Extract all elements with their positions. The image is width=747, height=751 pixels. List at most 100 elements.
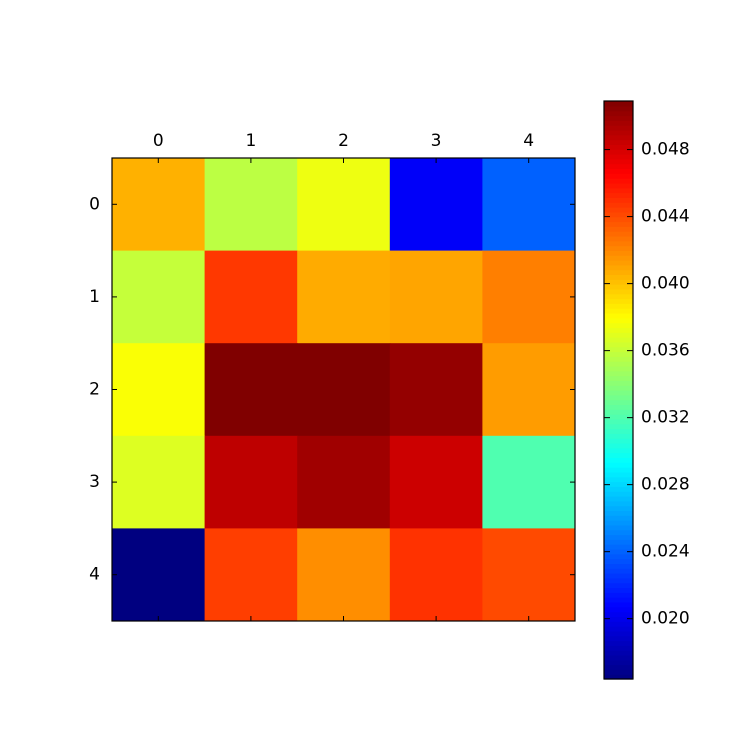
colorbar-segment [604, 423, 633, 430]
heatmap-cell [297, 343, 391, 437]
colorbar-segment [604, 592, 633, 598]
colorbar-segment [604, 202, 633, 208]
colorbar-segment [604, 245, 633, 251]
colorbar-segment [604, 341, 633, 348]
heatmap-cell [389, 343, 483, 437]
colorbar-segment [604, 529, 633, 536]
colorbar-segment [604, 221, 633, 227]
colorbar-segment [604, 582, 633, 589]
colorbar-segment [604, 351, 633, 357]
heatmap-cell [204, 343, 298, 437]
colorbar-segment [604, 462, 633, 468]
colorbar-segment [604, 626, 633, 632]
colorbar-segment [604, 158, 633, 165]
colorbar-segment [604, 669, 633, 675]
colorbar-segment [604, 399, 633, 406]
colorbar-segment [604, 226, 633, 232]
colorbar-segment [604, 346, 633, 353]
y-tick-label: 3 [89, 472, 100, 492]
colorbar-segment [604, 380, 633, 386]
colorbar-segment [604, 125, 633, 131]
colorbar-segment [604, 524, 633, 531]
colorbar-segment [604, 385, 633, 391]
colorbar-tick-label: 0.020 [641, 609, 690, 629]
colorbar-segment [604, 621, 633, 627]
colorbar-segment [604, 322, 633, 328]
colorbar-segment [604, 240, 633, 247]
colorbar-segment [604, 587, 633, 593]
y-tick-label: 2 [89, 380, 100, 400]
colorbar-segment [604, 520, 633, 526]
colorbar-segment [604, 216, 633, 223]
colorbar-segment [604, 616, 633, 622]
colorbar-segment [604, 664, 633, 670]
colorbar-segment [604, 235, 633, 242]
colorbar-segment [604, 134, 633, 141]
colorbar-segment [604, 337, 633, 343]
x-tick-label: 1 [245, 131, 256, 151]
y-tick-label: 0 [89, 194, 100, 214]
colorbar-segment [604, 505, 633, 512]
colorbar-segment [604, 548, 633, 555]
colorbar-segment [604, 308, 633, 314]
colorbar-segment [604, 153, 633, 160]
heatmap-cell [112, 343, 206, 437]
colorbar-segment [604, 476, 633, 483]
colorbar-segment [604, 288, 633, 295]
colorbar-segment [604, 279, 633, 285]
colorbar-segment [604, 611, 633, 617]
y-tick-label: 1 [89, 287, 100, 307]
colorbar-segment [604, 264, 633, 271]
colorbar-segment [604, 139, 633, 145]
colorbar-segment [604, 269, 633, 275]
heatmap-cell [204, 250, 298, 344]
heatmap-cell [112, 435, 206, 529]
colorbar-segment [604, 606, 633, 613]
colorbar-segment [604, 259, 633, 266]
colorbar-segment [604, 438, 633, 444]
colorbar-segment [604, 510, 633, 516]
colorbar-segment [604, 486, 633, 492]
colorbar-segment [604, 394, 633, 401]
colorbar-segment [604, 312, 633, 319]
colorbar-segment [604, 197, 633, 203]
colorbar-segment [604, 293, 633, 300]
heatmap-cell [112, 528, 206, 622]
colorbar-segment [604, 274, 633, 280]
colorbar-segment [604, 515, 633, 521]
colorbar-tick-label: 0.044 [641, 207, 690, 227]
colorbar-segment [604, 534, 633, 540]
heatmap-cell [297, 250, 391, 344]
colorbar-segment [604, 356, 633, 362]
colorbar-segment [604, 144, 633, 150]
colorbar-segment [604, 467, 633, 473]
colorbar-segment [604, 447, 633, 454]
colorbar-tick-label: 0.032 [641, 408, 690, 428]
colorbar-tick-label: 0.048 [641, 140, 690, 160]
heatmap-cell [389, 250, 483, 344]
colorbar-segment [604, 327, 633, 333]
heatmap-cell [204, 158, 298, 252]
x-tick-label: 4 [523, 131, 534, 151]
colorbar-segment [604, 129, 633, 136]
colorbar-segment [604, 558, 633, 564]
colorbar-segment [604, 630, 633, 637]
colorbar-segment [604, 211, 633, 218]
colorbar-segment [604, 597, 633, 603]
colorbar-segment [604, 168, 633, 174]
colorbar-segment [604, 573, 633, 579]
colorbar-tick-label: 0.024 [641, 542, 690, 562]
colorbar-segment [604, 370, 633, 377]
y-tick-label: 4 [89, 565, 100, 585]
colorbar-segment [604, 298, 633, 304]
colorbar-segment [604, 577, 633, 584]
heatmap-cell [482, 250, 576, 344]
colorbar-segment [604, 361, 633, 367]
colorbar-segment [604, 206, 633, 213]
colorbar-tick-label: 0.040 [641, 274, 690, 294]
colorbar-segment [604, 640, 633, 646]
heatmap-cell [297, 158, 391, 252]
colorbar-tick-label: 0.028 [641, 475, 690, 495]
colorbar-segment [604, 414, 633, 420]
